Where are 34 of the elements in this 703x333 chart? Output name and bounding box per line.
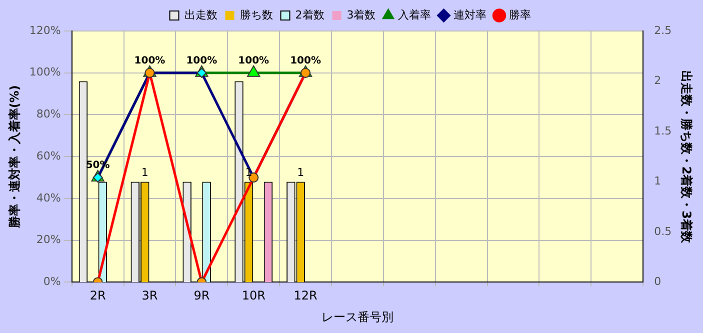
y2-tick-label: 1.5 bbox=[654, 124, 672, 138]
legend-label: 連対率 bbox=[454, 8, 487, 22]
y2-tick-label: 2 bbox=[654, 74, 662, 88]
x-tick-label: 12R bbox=[294, 288, 318, 303]
y-tick-label: 60% bbox=[36, 149, 61, 162]
x-tick-label: 2R bbox=[90, 288, 106, 303]
y2-tick-label: 0 bbox=[654, 275, 662, 288]
data-label: 1 bbox=[141, 166, 148, 180]
x-tick-label: 10R bbox=[242, 288, 266, 303]
data-label: 100% bbox=[186, 55, 218, 66]
y-tick-label: 80% bbox=[36, 108, 61, 121]
y2-tick-label: 0.5 bbox=[654, 224, 672, 238]
y-tick-label: 120% bbox=[29, 24, 61, 37]
y2-tick-label: 2.5 bbox=[654, 24, 672, 37]
y-tick-label: 20% bbox=[36, 233, 61, 246]
y-tick-label: 100% bbox=[29, 66, 61, 79]
data-label: 100% bbox=[238, 55, 270, 66]
legend-label: 2着数 bbox=[295, 8, 324, 22]
legend-label: 3着数 bbox=[346, 8, 376, 22]
x-tick-label: 3R bbox=[142, 288, 158, 303]
x-axis-title: レース番号別 bbox=[321, 310, 394, 324]
data-label: 100% bbox=[134, 55, 166, 66]
y-tick-label: 40% bbox=[36, 191, 61, 204]
y-tick-label: 0% bbox=[43, 275, 61, 288]
y2-axis-title: 出走数・勝ち数・2着数・3着数 bbox=[680, 70, 694, 244]
x-tick-label: 9R bbox=[194, 288, 210, 303]
data-label: 100% bbox=[290, 55, 321, 66]
legend-label: 入着率 bbox=[398, 8, 432, 22]
y-axis-title: 勝率・連対率・入着率(%) bbox=[7, 85, 22, 230]
legend-label: 勝率 bbox=[509, 8, 532, 22]
legend-label: 勝ち数 bbox=[240, 8, 273, 22]
data-label: 1 bbox=[297, 166, 304, 180]
legend-label: 出走数 bbox=[184, 8, 218, 22]
y2-tick-label: 1 bbox=[654, 174, 662, 188]
